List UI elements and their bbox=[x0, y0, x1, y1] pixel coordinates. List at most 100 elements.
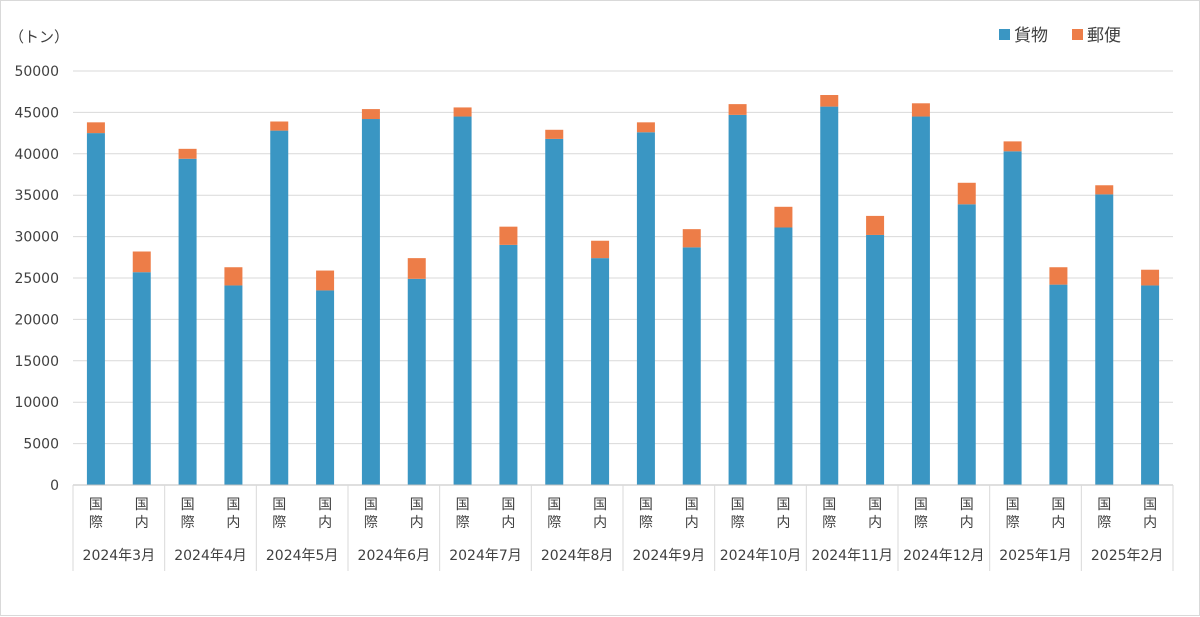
subcategory-label: 国内 bbox=[318, 497, 332, 531]
subcategory-label: 国内 bbox=[593, 497, 607, 531]
y-tick-label: 20000 bbox=[14, 312, 59, 328]
bar-mail bbox=[270, 121, 289, 131]
bar-mail bbox=[774, 206, 793, 228]
bar-cargo bbox=[224, 285, 243, 485]
bar-mail bbox=[545, 129, 564, 139]
bar-cargo bbox=[270, 130, 289, 485]
bar-cargo bbox=[957, 204, 976, 486]
y-tick-label: 15000 bbox=[14, 354, 59, 370]
subcategory-label: 国内 bbox=[960, 497, 974, 531]
month-label: 2024年8月 bbox=[541, 548, 614, 564]
subcategory-label: 国内 bbox=[1143, 497, 1157, 531]
legend-label: 郵便 bbox=[1087, 26, 1121, 46]
subcategory-label: 国内 bbox=[501, 497, 515, 531]
y-tick-label: 5000 bbox=[23, 437, 59, 453]
bar-cargo bbox=[820, 106, 839, 485]
bar-cargo bbox=[86, 133, 105, 485]
bar-mail bbox=[316, 270, 335, 291]
subcategory-label: 国内 bbox=[868, 497, 882, 531]
y-tick-label: 10000 bbox=[14, 395, 59, 411]
bar-mail bbox=[453, 107, 472, 117]
bar-cargo bbox=[774, 227, 793, 485]
month-label: 2024年6月 bbox=[358, 548, 431, 564]
y-axis-unit-label: （トン） bbox=[9, 28, 69, 46]
bar-cargo bbox=[591, 258, 610, 485]
legend: 貨物 郵便 bbox=[999, 26, 1121, 46]
subcategory-label: 国内 bbox=[226, 497, 240, 531]
bar-cargo bbox=[361, 119, 380, 486]
bar-cargo bbox=[1003, 151, 1022, 486]
month-label: 2024年5月 bbox=[266, 548, 339, 564]
y-axis: 0 5000 10000 15000 20000 25000 30000 35000 40000… bbox=[14, 64, 59, 494]
bar-cargo bbox=[1141, 285, 1160, 485]
bar-cargo bbox=[636, 132, 655, 485]
subcategory-label: 国内 bbox=[776, 497, 790, 531]
subcategory-label: 国内 bbox=[685, 497, 699, 531]
legend-swatch bbox=[999, 29, 1010, 40]
legend-swatch bbox=[1072, 29, 1083, 40]
y-tick-label: 35000 bbox=[14, 188, 59, 204]
month-label: 2024年7月 bbox=[449, 548, 522, 564]
month-label: 2024年12月 bbox=[903, 548, 984, 564]
y-tick-label: 25000 bbox=[14, 271, 59, 287]
bar-mail bbox=[911, 103, 930, 117]
subcategory-label: 国際 bbox=[89, 497, 103, 531]
bar-mail bbox=[866, 215, 885, 235]
bar-cargo bbox=[132, 272, 151, 485]
month-label: 2025年2月 bbox=[1091, 548, 1164, 564]
subcategory-label: 国際 bbox=[731, 497, 745, 531]
month-label: 2024年4月 bbox=[174, 548, 247, 564]
bar-mail bbox=[1003, 141, 1022, 152]
bar-mail bbox=[1095, 185, 1114, 195]
bar-mail bbox=[499, 226, 518, 245]
bar-mail bbox=[957, 182, 976, 205]
legend-label: 貨物 bbox=[1014, 26, 1048, 46]
subcategory-label: 国際 bbox=[1006, 497, 1020, 531]
month-label: 2024年11月 bbox=[811, 548, 892, 564]
bar-mail bbox=[132, 251, 151, 273]
subcategory-label: 国内 bbox=[1051, 497, 1065, 531]
bar-mail bbox=[682, 229, 701, 248]
y-tick-label: 50000 bbox=[14, 64, 59, 80]
bar-mail bbox=[86, 122, 105, 134]
subcategory-label: 国際 bbox=[364, 497, 378, 531]
bar-cargo bbox=[178, 158, 197, 485]
bar-cargo bbox=[682, 247, 701, 485]
y-tick-label: 45000 bbox=[14, 105, 59, 121]
bar-mail bbox=[728, 104, 747, 115]
bar-mail bbox=[224, 267, 243, 286]
month-label: 2024年10月 bbox=[720, 548, 801, 564]
bar-mail bbox=[1049, 267, 1068, 285]
subcategory-label: 国際 bbox=[272, 497, 286, 531]
y-tick-label: 40000 bbox=[14, 147, 59, 163]
subcategory-label: 国際 bbox=[1097, 497, 1111, 531]
bar-mail bbox=[591, 240, 610, 259]
bar-mail bbox=[407, 258, 426, 279]
bar-mail bbox=[361, 109, 380, 120]
subcategory-label: 国内 bbox=[135, 497, 149, 531]
subcategory-label: 国際 bbox=[914, 497, 928, 531]
gridlines bbox=[73, 70, 1173, 445]
subcategory-label: 国際 bbox=[639, 497, 653, 531]
bar-cargo bbox=[728, 114, 747, 485]
bar-cargo bbox=[1049, 284, 1068, 485]
y-tick-label: 30000 bbox=[14, 230, 59, 246]
bar-cargo bbox=[316, 290, 335, 485]
bars bbox=[86, 95, 1160, 486]
bar-cargo bbox=[911, 116, 930, 485]
bar-mail bbox=[1141, 269, 1160, 286]
bar-cargo bbox=[866, 234, 885, 485]
subcategory-label: 国際 bbox=[181, 497, 195, 531]
bar-mail bbox=[820, 95, 839, 107]
bar-mail bbox=[636, 122, 655, 133]
subcategory-label: 国内 bbox=[410, 497, 424, 531]
bar-cargo bbox=[1095, 194, 1114, 485]
y-tick-label: 0 bbox=[50, 478, 59, 494]
x-axis: 2024年3月国際国内2024年4月国際国内2024年5月国際国内2024年6月… bbox=[72, 484, 1174, 571]
bar-cargo bbox=[499, 244, 518, 485]
month-label: 2025年1月 bbox=[999, 548, 1072, 564]
month-label: 2024年3月 bbox=[83, 548, 156, 564]
subcategory-label: 国際 bbox=[547, 497, 561, 531]
